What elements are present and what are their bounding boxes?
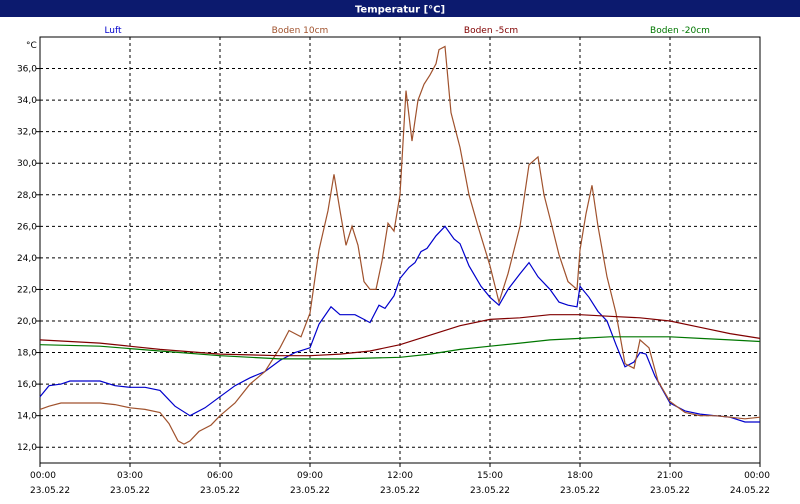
x-tick-date: 23.05.22 [470, 486, 510, 496]
x-tick-date: 23.05.22 [290, 486, 330, 496]
y-axis-unit: °C [26, 41, 37, 51]
x-tick-date: 23.05.22 [650, 486, 690, 496]
x-tick-time: 12:00 [387, 471, 413, 481]
x-tick-date: 23.05.22 [380, 486, 420, 496]
x-tick-time: 09:00 [297, 471, 323, 481]
y-axis: 12,0 14,0 16,0 18,0 20,0 22,0 24,0 26,0 28,0 30,0… [17, 65, 40, 453]
series-line-boden-5cm [39, 314, 761, 357]
y-tick-label: 28,0 [17, 191, 37, 201]
x-tick-time: 21:00 [657, 471, 683, 481]
x-axis: 00:00 23.05.22 03:00 23.05.22 06:00 23.05.22 0… [30, 463, 770, 496]
y-tick-label: 32,0 [17, 128, 37, 138]
series-line-boden-20cm [39, 336, 761, 360]
legend-item: Luft [104, 26, 122, 36]
legend-item: Boden -20cm [650, 26, 710, 36]
x-tick-time: 15:00 [477, 471, 503, 481]
x-tick-time: 00:00 [30, 471, 56, 481]
y-tick-label: 26,0 [17, 222, 37, 232]
y-tick-label: 12,0 [17, 443, 37, 453]
grid [40, 37, 760, 463]
y-tick-label: 30,0 [17, 159, 37, 169]
legend: Luft Boden 10cm Boden -5cm Boden -20cm [104, 26, 710, 36]
y-tick-label: 20,0 [17, 317, 37, 327]
y-tick-label: 24,0 [17, 254, 37, 264]
x-tick-date: 23.05.22 [30, 486, 70, 496]
series-line-boden-10cm [39, 45, 761, 445]
x-tick-date: 23.05.22 [110, 486, 150, 496]
legend-item: Boden -5cm [464, 26, 518, 36]
x-tick-date: 24.05.22 [730, 486, 770, 496]
legend-item: Boden 10cm [272, 26, 329, 36]
y-tick-label: 34,0 [17, 96, 37, 106]
y-tick-label: 16,0 [17, 380, 37, 390]
x-tick-time: 03:00 [117, 471, 143, 481]
y-tick-label: 22,0 [17, 285, 37, 295]
y-tick-label: 36,0 [17, 65, 37, 75]
y-tick-label: 18,0 [17, 349, 37, 359]
x-tick-date: 23.05.22 [200, 486, 240, 496]
x-tick-time: 00:00 [744, 471, 770, 481]
x-tick-time: 06:00 [207, 471, 233, 481]
series-line-luft [39, 225, 760, 423]
title-bar [0, 0, 800, 17]
y-tick-label: 14,0 [17, 412, 37, 422]
chart-title: Temperatur [°C] [355, 5, 445, 16]
x-tick-time: 18:00 [567, 471, 593, 481]
series-lines [39, 45, 761, 445]
x-tick-date: 23.05.22 [560, 486, 600, 496]
